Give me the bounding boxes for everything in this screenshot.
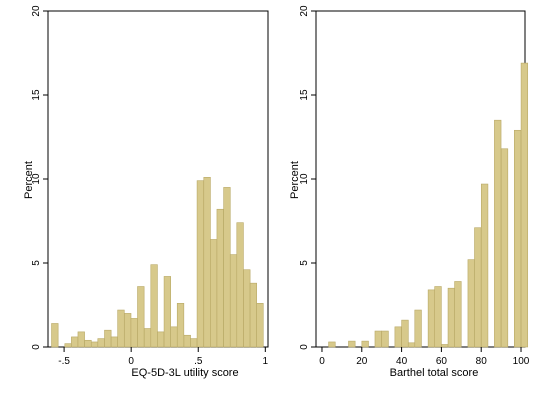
- y-tick-label: 15: [299, 89, 310, 101]
- y-tick-label: 20: [299, 5, 310, 17]
- histogram-bar: [117, 309, 125, 348]
- y-tick-label: 0: [31, 344, 42, 350]
- x-tick-label: .5: [194, 356, 203, 367]
- x-tick-label: 20: [356, 356, 368, 367]
- x-tick-label: 1: [263, 356, 269, 367]
- histogram-bar: [77, 331, 85, 348]
- histogram-bar: [474, 227, 482, 348]
- y-tick-label: 15: [31, 89, 42, 101]
- histogram-bar: [216, 208, 224, 348]
- x-tick-label: 100: [513, 356, 530, 367]
- y-tick-label: 5: [299, 260, 310, 266]
- histogram-bar: [84, 339, 92, 348]
- histogram-bar: [170, 326, 178, 348]
- histogram-bar: [480, 183, 489, 348]
- histogram-bar: [441, 344, 449, 348]
- histogram-bar: [467, 259, 475, 348]
- histogram-bar: [104, 329, 112, 348]
- x-tick-label: 40: [396, 356, 408, 367]
- y-axis-label: Percent: [23, 161, 35, 199]
- histogram-bar: [90, 341, 99, 348]
- histogram-bar: [520, 62, 529, 348]
- histogram-bar: [328, 341, 336, 348]
- histogram-bar: [447, 287, 455, 348]
- histogram-bar: [137, 286, 145, 348]
- histogram-bar: [256, 303, 264, 348]
- x-tick-label: 60: [436, 356, 448, 367]
- plot-area-frame: [315, 10, 526, 348]
- histogram-bar: [394, 326, 402, 348]
- histogram-bar: [243, 269, 251, 348]
- histogram-bar: [110, 336, 119, 348]
- x-axis-ticks: 0 20 40 60 80 100: [319, 347, 530, 367]
- histogram-bar: [434, 286, 442, 348]
- x-tick-label: 0: [128, 356, 134, 367]
- histogram-bar: [494, 119, 502, 348]
- x-axis-ticks: -.5 0 .5 1: [58, 347, 269, 367]
- panel-barthel: 0 5 10 15 20 0 20 40 60 80 100 Percent Barthel to…: [276, 0, 550, 404]
- histogram-bar: [64, 343, 72, 348]
- histogram-bar: [249, 282, 257, 348]
- histogram-bar: [183, 334, 191, 348]
- histogram-bar: [381, 330, 389, 348]
- histogram-bar: [500, 148, 509, 348]
- histogram-bar: [401, 319, 409, 348]
- y-tick-label: 10: [31, 173, 42, 185]
- histogram-bar: [163, 276, 171, 348]
- bars-group: [328, 62, 529, 348]
- histogram-bar: [236, 222, 244, 348]
- histogram-bar: [374, 330, 382, 348]
- y-axis-ticks: 0 5 10 15 20: [299, 5, 316, 350]
- histogram-bar: [130, 318, 138, 348]
- histogram-bar: [454, 281, 462, 348]
- y-axis-ticks: 0 5 10 15 20: [31, 5, 48, 350]
- panel-eq5d: 0 5 10 15 20 -.5 0 .5 1 Percent EQ-5D-3L utilit…: [0, 0, 274, 404]
- y-tick-label: 5: [31, 260, 42, 266]
- histogram-bar: [203, 177, 211, 348]
- histogram-bar: [223, 187, 231, 348]
- histogram-bar: [229, 254, 238, 348]
- histogram-bar: [514, 129, 522, 348]
- y-axis-label: Percent: [289, 161, 301, 199]
- y-tick-label: 0: [299, 344, 310, 350]
- x-tick-label: -.5: [58, 356, 70, 367]
- x-axis-label: Barthel total score: [390, 367, 479, 379]
- histogram-bar: [51, 323, 59, 348]
- histogram-bar: [176, 303, 185, 348]
- histogram-bar: [97, 338, 105, 348]
- histogram-bar: [143, 328, 152, 348]
- histogram-bar: [407, 342, 416, 348]
- y-tick-label: 20: [31, 5, 42, 17]
- x-tick-label: 0: [319, 356, 325, 367]
- histogram-bar: [348, 340, 356, 348]
- histogram-bar: [124, 313, 132, 348]
- histogram-bar: [361, 340, 369, 348]
- x-tick-label: 80: [476, 356, 488, 367]
- histogram-bar: [190, 338, 198, 348]
- bars-group: [51, 177, 264, 348]
- y-tick-label: 10: [299, 173, 310, 185]
- histogram-bar: [157, 331, 165, 348]
- histogram-bar: [427, 289, 436, 348]
- histogram-bar: [414, 309, 422, 348]
- histogram-bar: [150, 264, 158, 348]
- x-axis-label: EQ-5D-3L utility score: [131, 367, 238, 379]
- histogram-bar: [210, 239, 218, 348]
- histogram-bar: [196, 180, 204, 348]
- histogram-bar: [71, 336, 79, 348]
